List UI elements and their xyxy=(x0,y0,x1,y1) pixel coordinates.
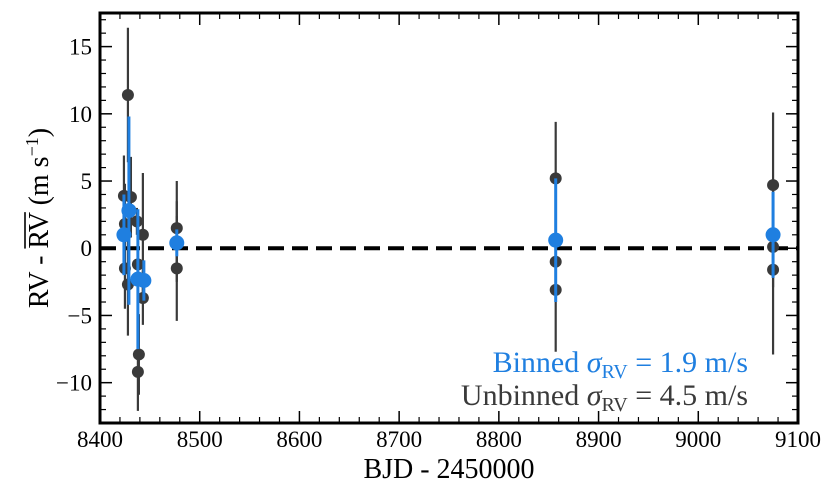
y-tick-label: 10 xyxy=(69,102,92,127)
legend-binned-prefix: Binned xyxy=(493,346,587,379)
binned-point xyxy=(121,203,137,219)
x-tick-label: 8400 xyxy=(77,427,123,452)
legend-unbinned-sigma: σ xyxy=(587,379,603,412)
x-tick-label: 9100 xyxy=(775,427,821,452)
legend-unbinned: Unbinned σRV = 4.5 m/s xyxy=(461,379,748,416)
y-axis-title-exponent: −1 xyxy=(22,137,42,156)
y-tick-label: 0 xyxy=(81,236,93,261)
binned-point xyxy=(136,273,152,289)
x-tick-label: 8600 xyxy=(276,427,322,452)
binned-point xyxy=(116,227,132,243)
binned-point xyxy=(548,232,564,248)
unbinned-point xyxy=(124,191,137,204)
y-tick-label: 15 xyxy=(69,35,92,60)
y-axis-title: RV - RV (m s−1) xyxy=(22,128,55,308)
binned-point xyxy=(765,227,781,243)
unbinned-point xyxy=(136,228,149,241)
x-tick-label: 8800 xyxy=(476,427,522,452)
y-axis-title-unit: (m s xyxy=(24,156,55,212)
unbinned-point xyxy=(132,348,145,361)
x-axis-title: BJD - 2450000 xyxy=(363,454,534,485)
x-tick-label: 8500 xyxy=(177,427,223,452)
legend-binned-subscript: RV xyxy=(602,361,629,383)
y-axis-title-prefix: RV - xyxy=(24,249,55,308)
binned-series xyxy=(116,116,781,350)
plot-frame xyxy=(98,11,800,425)
y-tick-label: −10 xyxy=(56,371,92,396)
unbinned-point xyxy=(131,365,144,378)
x-tick-label: 9000 xyxy=(675,427,721,452)
y-axis-title-mean-rv: RV xyxy=(24,212,55,248)
legend-binned-value: = 1.9 m/s xyxy=(628,346,748,379)
ticks-layer: 8400 8500 8600 8700 8800 8900 9000 9100 −10 −5 0 5 1… xyxy=(56,13,821,452)
legend-unbinned-prefix: Unbinned xyxy=(461,379,587,412)
legend-unbinned-subscript: RV xyxy=(602,394,629,416)
binned-point xyxy=(169,235,185,251)
x-tick-label: 8900 xyxy=(576,427,622,452)
y-tick-label: 5 xyxy=(81,169,93,194)
unbinned-point xyxy=(170,222,183,235)
legend-unbinned-value: = 4.5 m/s xyxy=(628,379,748,412)
y-axis-title-close: ) xyxy=(24,128,55,137)
unbinned-point xyxy=(170,262,183,275)
unbinned-point xyxy=(121,89,134,101)
unbinned-point xyxy=(767,179,780,192)
y-tick-label: −5 xyxy=(68,303,92,328)
x-tick-label: 8700 xyxy=(376,427,422,452)
series-layer xyxy=(116,27,781,411)
legend-binned: Binned σRV = 1.9 m/s xyxy=(493,346,748,383)
legend-binned-sigma: σ xyxy=(587,346,603,379)
